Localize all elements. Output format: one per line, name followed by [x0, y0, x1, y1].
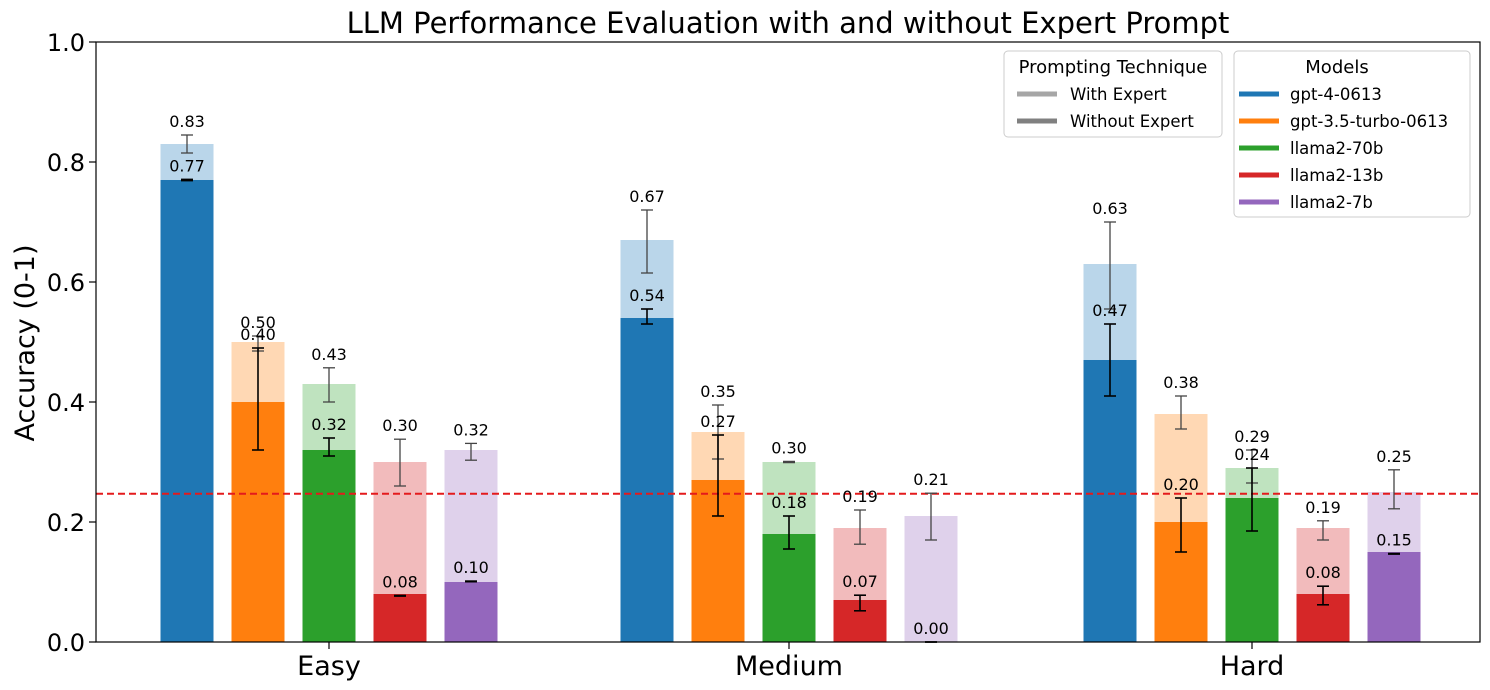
data-label-with-expert: 0.19	[1305, 498, 1341, 517]
data-label-with-expert: 0.19	[842, 487, 878, 506]
data-label-without-expert: 0.77	[169, 156, 205, 175]
data-label-without-expert: 0.27	[700, 412, 736, 431]
y-tick-label: 0.4	[47, 389, 85, 417]
legend-technique-label: With Expert	[1070, 85, 1167, 104]
data-label-with-expert: 0.29	[1234, 427, 1270, 446]
legend-technique-box	[1003, 50, 1223, 138]
data-label-with-expert: 0.38	[1163, 373, 1199, 392]
legend-technique-title: Prompting Technique	[1019, 57, 1208, 78]
bar-without-expert	[160, 180, 214, 642]
x-tick-label: Hard	[1220, 651, 1285, 682]
data-label-with-expert: 0.32	[453, 420, 489, 439]
legend-models-box	[1233, 50, 1471, 218]
data-label-with-expert: 0.30	[771, 438, 807, 457]
bar-without-expert	[762, 534, 816, 642]
data-label-without-expert: 0.00	[913, 619, 949, 638]
data-label-without-expert: 0.47	[1092, 301, 1128, 320]
data-label-without-expert: 0.07	[842, 572, 878, 591]
y-tick-label: 0.0	[47, 629, 85, 657]
bar-without-expert	[444, 582, 498, 642]
data-label-with-expert: 0.50	[240, 313, 276, 332]
data-label-without-expert: 0.40	[240, 325, 276, 344]
y-tick-label: 0.6	[47, 269, 85, 297]
data-label-with-expert: 0.21	[913, 470, 949, 489]
data-label-without-expert: 0.24	[1234, 445, 1270, 464]
data-label-without-expert: 0.54	[629, 286, 665, 305]
legend-technique-label: Without Expert	[1070, 112, 1194, 131]
data-label-with-expert: 0.63	[1092, 199, 1128, 218]
y-tick-label: 1.0	[47, 29, 85, 57]
plot-area: 0.0 0.2 0.4 0.6 0.8 1.0 0.83 0.77 0.500.40 0.43 0.…	[47, 29, 1481, 682]
y-axis-label: Accuracy (0-1)	[10, 244, 41, 441]
legend-model-label: llama2-70b	[1290, 139, 1383, 158]
bar-without-expert	[620, 318, 674, 642]
data-label-with-expert: 0.43	[311, 345, 347, 364]
data-label-without-expert: 0.18	[771, 493, 807, 512]
data-label-with-expert: 0.30	[382, 416, 418, 435]
bar-without-expert	[302, 450, 356, 642]
data-label-without-expert: 0.15	[1376, 531, 1412, 550]
data-label-without-expert: 0.10	[453, 558, 489, 577]
bar-without-expert	[1367, 552, 1421, 642]
bar-without-expert	[1083, 360, 1137, 642]
data-label-with-expert: 0.83	[169, 112, 205, 131]
legend-models-title: Models	[1305, 57, 1368, 78]
y-tick-label: 0.8	[47, 149, 85, 177]
data-label-without-expert: 0.08	[382, 573, 418, 592]
plot-frame	[95, 41, 1481, 643]
data-label-with-expert: 0.67	[629, 187, 665, 206]
legend-model-label: llama2-13b	[1290, 166, 1383, 185]
legend-model-label: llama2-7b	[1290, 193, 1373, 212]
data-label-with-expert: 0.35	[700, 382, 736, 401]
data-label-without-expert: 0.20	[1163, 475, 1199, 494]
x-tick-label: Medium	[735, 651, 843, 682]
y-tick-label: 0.2	[47, 509, 85, 537]
x-tick-label: Easy	[297, 651, 361, 682]
bar-without-expert	[373, 594, 427, 642]
legend-model-label: gpt-3.5-turbo-0613	[1290, 112, 1448, 131]
legend-model-label: gpt-4-0613	[1290, 85, 1382, 104]
chart-title: LLM Performance Evaluation with and with…	[347, 6, 1230, 40]
data-label-with-expert: 0.25	[1376, 447, 1412, 466]
data-label-without-expert: 0.08	[1305, 563, 1341, 582]
data-label-without-expert: 0.32	[311, 415, 347, 434]
